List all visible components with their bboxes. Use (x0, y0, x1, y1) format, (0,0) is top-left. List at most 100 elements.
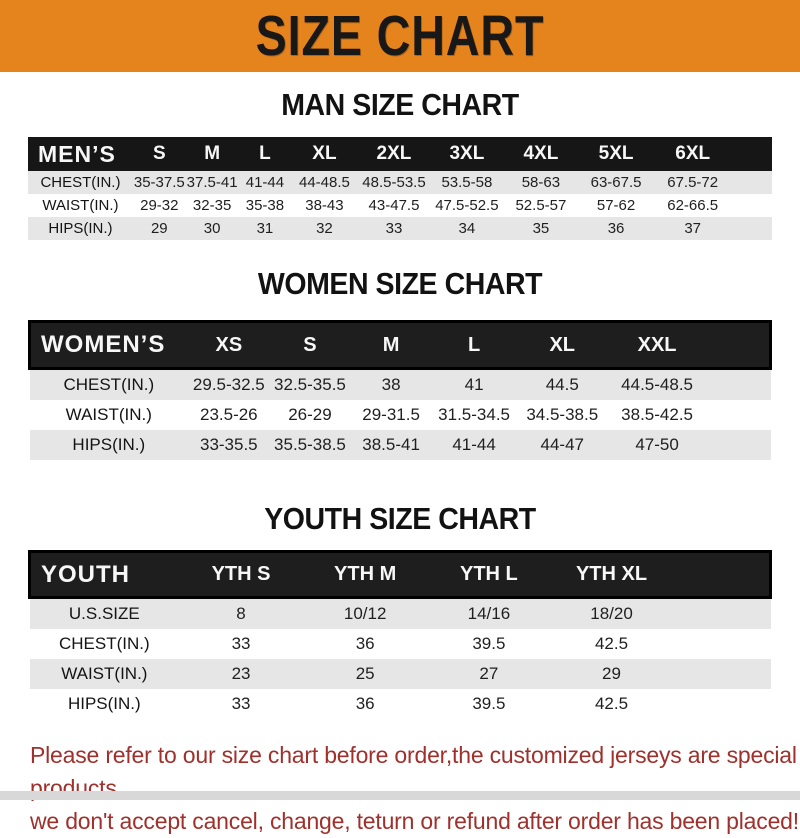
row-filler (672, 659, 771, 689)
size-column-header: YTH M (302, 550, 428, 599)
size-value-cell: 47.5-52.5 (430, 194, 504, 217)
group-label: WOMEN’S (28, 320, 189, 370)
size-value-cell: 34.5-38.5 (516, 400, 609, 430)
size-column-header: XXL (608, 320, 706, 370)
size-value-cell: 44.5 (516, 368, 609, 400)
size-value-cell: 53.5-58 (430, 171, 504, 194)
size-value-cell: 29 (550, 659, 673, 689)
row-label: CHEST(IN.) (29, 629, 180, 659)
size-value-cell: 37 (653, 217, 732, 240)
measure-row: CHEST(IN.) 33 36 39.5 42.5 (29, 629, 771, 659)
group-label: YOUTH (28, 550, 180, 599)
size-value-cell: 44-48.5 (291, 171, 358, 194)
size-value-cell: 58-63 (503, 171, 579, 194)
size-column-header: 4XL (503, 137, 579, 171)
size-value-cell: 63-67.5 (578, 171, 654, 194)
row-label: HIPS(IN.) (29, 430, 189, 460)
women-size-chart-table: WOMEN’S XS S M L XL XXL CHEST(IN.) 29.5-32.5 32.5… (28, 320, 772, 460)
section-title: WOMEN SIZE CHART (257, 266, 543, 301)
size-value-cell: 48.5-53.5 (357, 171, 431, 194)
size-value-cell: 41-44 (431, 430, 517, 460)
row-filler (672, 689, 771, 719)
size-value-cell: 36 (302, 629, 428, 659)
size-column-header: 2XL (357, 137, 431, 171)
row-label: U.S.SIZE (29, 597, 180, 629)
size-value-cell: 36 (302, 689, 428, 719)
size-value-cell: 25 (302, 659, 428, 689)
row-filler (731, 217, 772, 240)
size-value-cell: 37.5-41 (185, 171, 239, 194)
size-value-cell: 47-50 (608, 430, 706, 460)
size-value-cell: 42.5 (550, 629, 673, 659)
size-value-cell: 29-32 (132, 194, 186, 217)
section-youth-size-chart: YOUTH SIZE CHART YOUTH YTH S YTH M YTH L YTH … (0, 501, 800, 719)
size-value-cell: 33 (357, 217, 431, 240)
size-value-cell: 57-62 (578, 194, 654, 217)
size-value-cell: 14/16 (427, 597, 551, 629)
size-column-header: XL (516, 320, 609, 370)
header-filler (705, 320, 772, 370)
size-value-cell: 18/20 (550, 597, 673, 629)
size-column-header: S (269, 320, 351, 370)
size-column-header: L (431, 320, 517, 370)
row-filler (731, 194, 772, 217)
measure-row: WAIST(IN.) 23 25 27 29 (29, 659, 771, 689)
size-value-cell: 29 (132, 217, 186, 240)
size-value-cell: 23.5-26 (188, 400, 270, 430)
size-column-header: YTH S (179, 550, 303, 599)
notice-line-2: we don't accept cancel, change, teturn o… (30, 808, 799, 834)
measure-row: CHEST(IN.) 35-37.5 37.5-41 41-44 44-48.5 48.5… (28, 171, 772, 194)
size-value-cell: 32 (291, 217, 358, 240)
size-column-header: S (132, 137, 186, 171)
chart-sections: MAN SIZE CHART MEN’S S M L XL 2XL 3XL 4XL 5XL 6XL C… (0, 87, 800, 719)
size-value-cell: 33 (179, 629, 303, 659)
measure-row: CHEST(IN.) 29.5-32.5 32.5-35.5 38 41 44.5 44.5… (29, 368, 771, 400)
size-value-cell: 44.5-48.5 (608, 368, 706, 400)
size-value-cell: 39.5 (427, 689, 551, 719)
size-value-cell: 43-47.5 (357, 194, 431, 217)
size-value-cell: 35-38 (238, 194, 292, 217)
notice-line-1: Please refer to our size chart before or… (30, 742, 797, 801)
row-label: WAIST(IN.) (29, 400, 189, 430)
size-value-cell: 35-37.5 (132, 171, 186, 194)
size-value-cell: 62-66.5 (653, 194, 732, 217)
section-women-size-chart: WOMEN SIZE CHART WOMEN’S XS S M L XL XXL CHEST(I… (0, 266, 800, 460)
banner-title: SIZE CHART (255, 3, 545, 68)
row-filler (705, 430, 771, 460)
row-label: WAIST(IN.) (28, 194, 133, 217)
size-column-header: L (238, 137, 292, 171)
size-value-cell: 35 (503, 217, 579, 240)
size-value-cell: 10/12 (302, 597, 428, 629)
section-man-size-chart: MAN SIZE CHART MEN’S S M L XL 2XL 3XL 4XL 5XL 6XL C… (0, 87, 800, 240)
size-value-cell: 33 (179, 689, 303, 719)
size-value-cell: 42.5 (550, 689, 673, 719)
row-filler (705, 400, 771, 430)
size-value-cell: 39.5 (427, 629, 551, 659)
size-value-cell: 44-47 (516, 430, 609, 460)
size-value-cell: 67.5-72 (653, 171, 732, 194)
youth-size-chart-table: YOUTH YTH S YTH M YTH L YTH XL U.S.SIZE 8 10/12… (28, 550, 772, 719)
size-column-header: 3XL (430, 137, 504, 171)
man-size-chart-table: MEN’S S M L XL 2XL 3XL 4XL 5XL 6XL CHEST(IN.) 35-37… (28, 137, 772, 240)
size-value-cell: 30 (185, 217, 239, 240)
size-value-cell: 26-29 (269, 400, 351, 430)
measure-row: HIPS(IN.) 33 36 39.5 42.5 (29, 689, 771, 719)
size-header-row: MEN’S S M L XL 2XL 3XL 4XL 5XL 6XL (28, 137, 772, 171)
measure-row: HIPS(IN.) 33-35.5 35.5-38.5 38.5-41 41-44 44-… (29, 430, 771, 460)
size-value-cell: 27 (427, 659, 551, 689)
row-filler (672, 629, 771, 659)
row-filler (705, 368, 771, 400)
row-label: CHEST(IN.) (28, 171, 133, 194)
size-value-cell: 38.5-41 (350, 430, 432, 460)
size-value-cell: 34 (430, 217, 504, 240)
row-label: WAIST(IN.) (29, 659, 180, 689)
group-label: MEN’S (28, 137, 133, 171)
measure-row: HIPS(IN.) 29 30 31 32 33 34 35 36 37 (28, 217, 772, 240)
size-column-header: 6XL (653, 137, 732, 171)
row-label: HIPS(IN.) (29, 689, 180, 719)
size-column-header: 5XL (578, 137, 654, 171)
measure-row: WAIST(IN.) 29-32 32-35 35-38 38-43 43-47.5 47.… (28, 194, 772, 217)
header-filler (672, 550, 772, 599)
section-title: MAN SIZE CHART (281, 87, 519, 122)
